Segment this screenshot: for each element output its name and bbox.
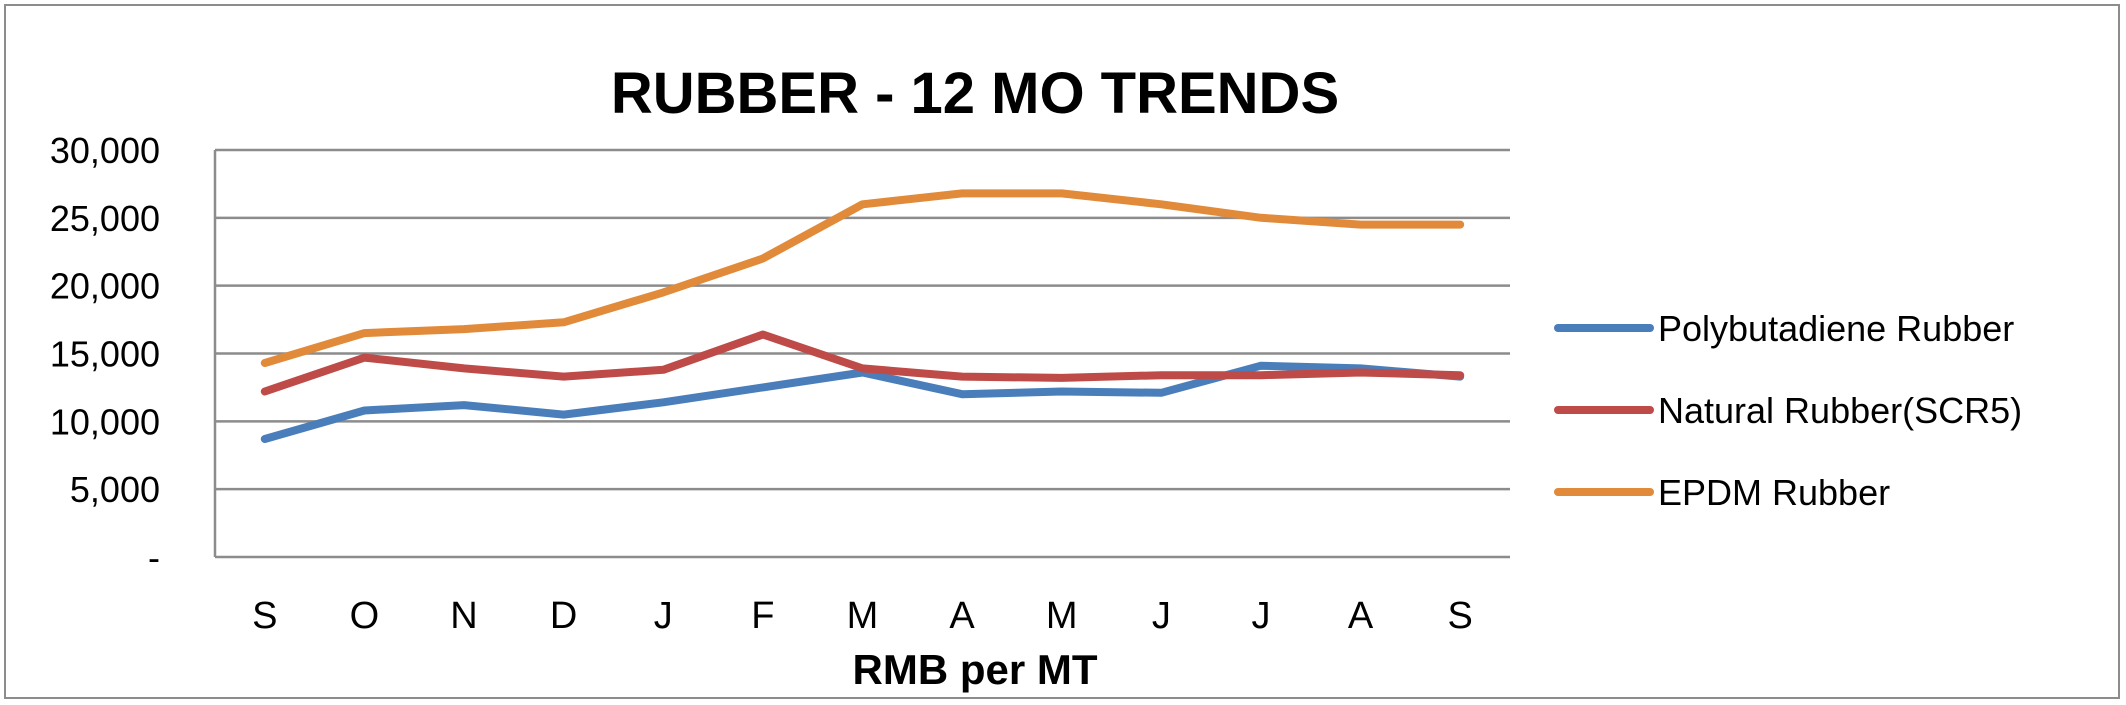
y-tick-label: 30,000: [50, 130, 160, 171]
series-line-2: [260, 189, 1465, 367]
y-tick-label: 20,000: [50, 266, 160, 307]
x-axis-label: RMB per MT: [853, 646, 1098, 693]
y-tick-label: -: [148, 537, 160, 578]
legend-label: Polybutadiene Rubber: [1658, 308, 2014, 349]
legend: Polybutadiene Rubber Natural Rubber(SCR5)…: [1554, 308, 2022, 513]
x-tick-label: J: [654, 595, 673, 637]
grid-layer: [215, 148, 1510, 491]
y-tick-label: 15,000: [50, 334, 160, 375]
axis-layer: [213, 150, 1510, 559]
x-tick-label: J: [1251, 595, 1270, 637]
x-tick-label: M: [847, 595, 879, 637]
x-tick-label: M: [1046, 595, 1078, 637]
tick-layer: - 5,000 10,000 15,000 20,000 25,000 30,000 S O N D…: [50, 130, 1473, 637]
y-tick-label: 5,000: [70, 469, 160, 510]
chart-title: RUBBER - 12 MO TRENDS: [611, 61, 1339, 126]
x-tick-label: F: [751, 595, 774, 637]
x-tick-label: J: [1152, 595, 1171, 637]
x-tick-label: D: [550, 595, 577, 637]
x-tick-label: A: [949, 595, 975, 637]
series-layer: [260, 189, 1465, 443]
series-line-0: [260, 361, 1465, 443]
x-tick-label: A: [1348, 595, 1374, 637]
x-tick-label: N: [450, 595, 477, 637]
series-line-1: [260, 330, 1465, 396]
legend-label: EPDM Rubber: [1658, 472, 1890, 513]
chart-frame: [4, 4, 2120, 699]
x-tick-label: O: [350, 595, 380, 637]
legend-label: Natural Rubber(SCR5): [1658, 390, 2022, 431]
y-tick-label: 10,000: [50, 401, 160, 442]
x-tick-label: S: [252, 595, 277, 637]
y-tick-label: 25,000: [50, 198, 160, 239]
x-tick-label: S: [1448, 595, 1473, 637]
